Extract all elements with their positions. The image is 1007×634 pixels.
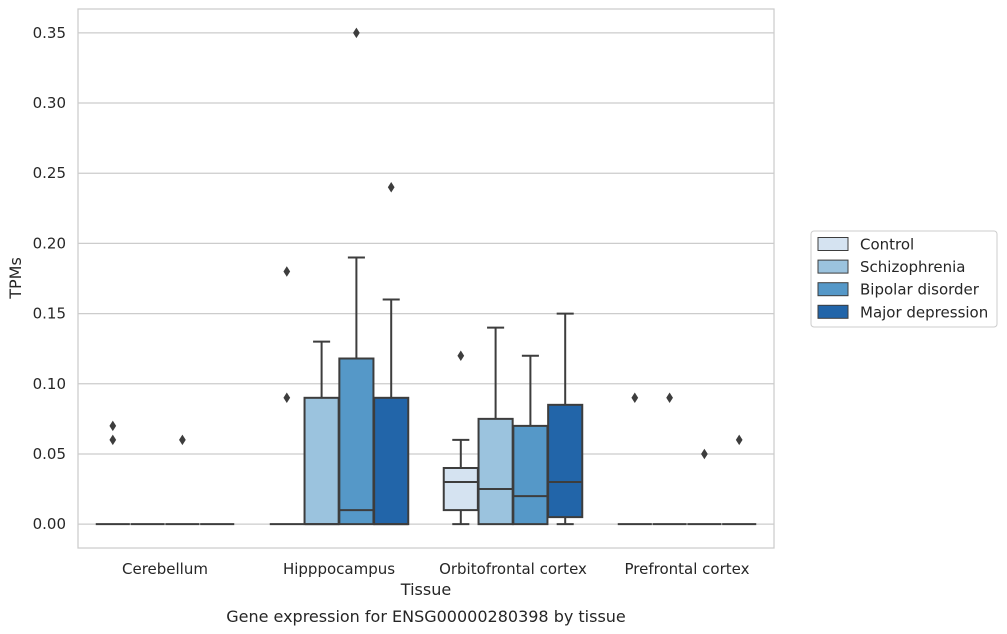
box-control [442,350,479,526]
legend-swatch [817,259,849,274]
y-axis-label: TPMs [6,257,25,300]
outlier-point [179,434,186,446]
y-tick-label: 0.35 [33,24,66,42]
legend-swatch [817,237,849,251]
legend-frame [810,230,998,328]
outlier-point [283,266,291,277]
y-tick-label: 0.20 [33,234,66,252]
box-body [338,357,375,526]
box-control [95,420,130,526]
legend-label: Control [860,236,914,254]
box-body [373,396,410,526]
outlier-point [109,420,117,432]
outlier-point [283,392,291,404]
box-bipolar-disorder [165,434,200,526]
y-tick-label: 0.30 [33,94,66,112]
x-tick-label: Cerebellum [122,560,208,578]
y-tick-label: 0.25 [33,164,66,182]
legend-label: Schizophrenia [860,258,965,276]
box-bipolar-disorder [687,448,722,526]
outlier-point [353,27,360,39]
x-axis-label: Tissue [400,580,451,599]
outlier-point [666,392,673,404]
x-tick-label: Orbitofrontal cortex [439,560,587,578]
y-tick-label: 0.15 [33,305,66,323]
box-schizophrenia [652,392,687,526]
legend-label: Major depression [860,303,988,321]
x-axis-ticks: Cerebellum Hipppocampus Orbitofrontal cort… [122,560,750,578]
gridlines [78,32,774,525]
box-body [303,396,340,526]
box-control [617,392,652,526]
box-body [512,424,549,526]
y-axis-ticks: 0.00 0.05 0.10 0.15 0.20 0.25 0.30 0.35 [33,24,66,533]
outlier-point [735,434,743,446]
legend-swatch [817,304,849,319]
legend-label: Bipolar disorder [860,281,980,299]
box-body [442,466,479,512]
boxes [95,27,757,526]
box-bipolar-disorder [512,354,549,526]
outlier-point [457,350,465,361]
legend-items: Control Schizophrenia Bipolar disorder Majo… [817,236,988,321]
y-tick-label: 0.00 [33,515,66,533]
box-bipolar-disorder [338,27,375,526]
box-body [477,417,514,526]
figure-caption: Gene expression for ENSG00000280398 by t… [226,607,626,626]
box-schizophrenia [303,340,340,526]
y-tick-label: 0.10 [33,375,66,393]
box-major-depression [722,434,757,526]
box-major-depression [373,182,410,526]
y-tick-label: 0.05 [33,445,66,463]
outlier-point [387,182,395,193]
box-schizophrenia [477,326,514,526]
x-tick-label: Hipppocampus [283,560,395,578]
outlier-point [109,434,117,446]
box-body [547,403,584,519]
x-tick-label: Prefrontal cortex [625,560,750,578]
legend-swatch [817,282,849,297]
outlier-point [701,448,708,460]
outlier-point [631,392,639,404]
legend: Control Schizophrenia Bipolar disorder Majo… [810,230,998,328]
plot-area-frame [77,8,775,549]
box-major-depression [547,312,584,526]
box-control [269,266,304,526]
